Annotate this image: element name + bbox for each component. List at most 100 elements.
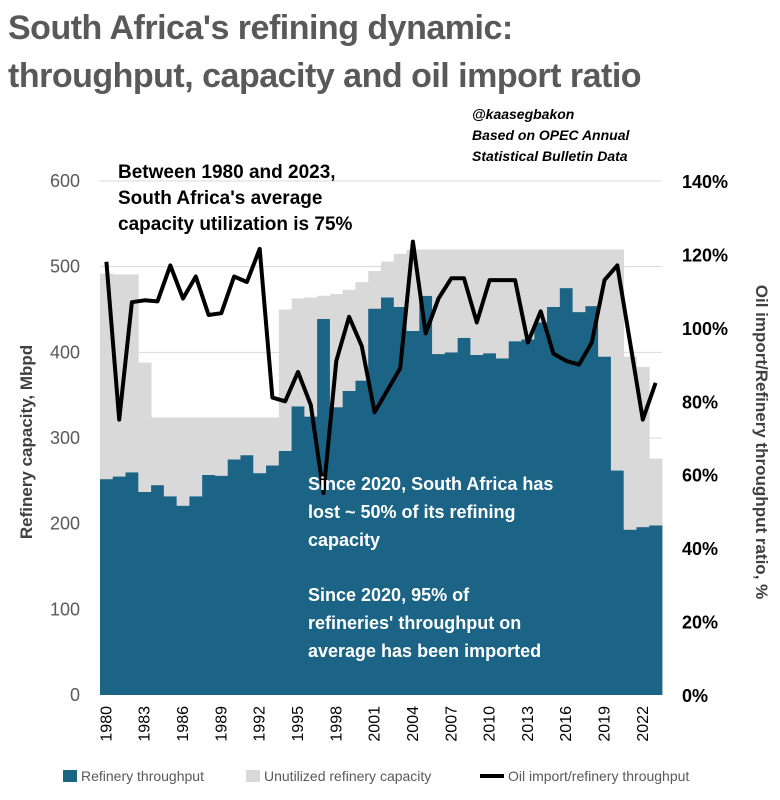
bar-throughput-2020 — [610, 470, 625, 695]
bar-unutilized-1992 — [253, 417, 267, 474]
bar-throughput-1997 — [317, 318, 331, 695]
bar-unutilized-2010 — [483, 249, 497, 354]
bar-throughput-1993 — [266, 465, 280, 695]
bar-throughput-2007 — [444, 352, 459, 695]
bar-unutilized-2007 — [444, 249, 459, 353]
annotation-utilization: Between 1980 and 2023, South Africa's av… — [118, 162, 353, 235]
annotation-capacity-line-3: capacity — [308, 530, 380, 550]
bar-unutilized-1988 — [202, 417, 216, 475]
bar-throughput-1992 — [253, 473, 267, 695]
annotation-capacity-loss: Since 2020, South Africa has lost ~ 50% … — [308, 474, 553, 550]
bar-throughput-2016 — [559, 288, 573, 695]
bar-unutilized-2011 — [495, 249, 510, 359]
credit-line-3: Statistical Bulletin Data — [472, 148, 628, 164]
bar-unutilized-2002 — [381, 261, 395, 298]
bar-throughput-1998 — [329, 407, 344, 695]
bar-throughput-2000 — [355, 380, 369, 695]
x-tick-label-2019: 2019 — [597, 706, 614, 742]
y-tick-label-3: 300 — [50, 428, 80, 448]
bar-throughput-1980 — [100, 479, 114, 695]
annotation-imports-line-3: average has been imported — [308, 641, 541, 661]
bar-unutilized-2014 — [534, 249, 548, 323]
x-axis-ticks: 1980 1983 1986 1989 1992 1995 1998 2001 2004 2007… — [98, 706, 651, 742]
bar-unutilized-2008 — [457, 249, 471, 338]
y2-tick-label-5: 100% — [682, 319, 728, 339]
x-tick-label-2016: 2016 — [558, 706, 575, 742]
y-tick-label-6: 600 — [50, 171, 80, 191]
y-tick-label-2: 200 — [50, 514, 80, 534]
bar-unutilized-1993 — [266, 417, 280, 466]
x-tick-label-2001: 2001 — [367, 706, 384, 742]
bar-unutilized-2013 — [521, 249, 535, 340]
bar-unutilized-2017 — [572, 249, 586, 313]
bar-unutilized-2005 — [419, 249, 433, 296]
bar-unutilized-2015 — [547, 249, 561, 307]
bar-unutilized-1985 — [163, 417, 178, 497]
bar-unutilized-2023 — [649, 458, 663, 526]
bar-throughput-2008 — [457, 337, 471, 695]
x-tick-label-1998: 1998 — [328, 706, 345, 742]
bar-unutilized-2020 — [610, 249, 625, 471]
bar-throughput-2014 — [534, 322, 548, 695]
bar-unutilized-1984 — [151, 417, 165, 486]
bar-unutilized-2021 — [623, 356, 637, 530]
bar-throughput-1986 — [176, 505, 190, 695]
bar-unutilized-2003 — [393, 253, 407, 307]
bars — [100, 249, 663, 695]
annotation-utilization-line-1: Between 1980 and 2023, — [118, 162, 336, 183]
bar-unutilized-2001 — [368, 270, 382, 309]
credit-line-1: @kaasegbakon — [472, 106, 574, 122]
y2-tick-label-6: 120% — [682, 245, 728, 265]
y-tick-label-4: 400 — [50, 342, 80, 362]
x-tick-label-1989: 1989 — [213, 706, 230, 742]
x-tick-label-1986: 1986 — [175, 706, 192, 742]
y2-tick-label-4: 80% — [682, 392, 718, 412]
bar-unutilized-1989 — [214, 417, 229, 476]
y2-tick-label-3: 60% — [682, 466, 718, 486]
bar-unutilized-2012 — [508, 249, 522, 342]
bar-unutilized-1997 — [317, 295, 331, 319]
bar-unutilized-1986 — [176, 417, 190, 506]
y2-tick-label-1: 20% — [682, 613, 718, 633]
y2-axis-title: Oil import/Refinery throughput ratio, % — [752, 285, 771, 600]
y-axis-title: Refinery capacity, Mbpd — [17, 345, 36, 539]
bar-unutilized-2009 — [470, 249, 484, 355]
bar-throughput-1982 — [125, 472, 139, 695]
left-axis-ticks: 0 100 200 300 400 500 600 — [50, 171, 80, 705]
bar-throughput-1988 — [202, 474, 216, 695]
bar-throughput-2023 — [649, 525, 663, 695]
x-tick-label-1992: 1992 — [252, 706, 269, 742]
bar-unutilized-1995 — [291, 298, 305, 407]
bar-throughput-2003 — [393, 306, 407, 695]
bar-unutilized-1981 — [112, 274, 126, 477]
bar-unutilized-2018 — [585, 249, 599, 307]
bar-throughput-2013 — [521, 339, 535, 695]
chart-title: South Africa's refining dynamic: through… — [8, 9, 642, 95]
x-tick-label-2013: 2013 — [520, 706, 537, 742]
x-tick-label-2022: 2022 — [635, 706, 652, 742]
bar-throughput-2006 — [432, 354, 446, 695]
bar-throughput-2018 — [585, 306, 599, 695]
bar-throughput-2009 — [470, 354, 484, 695]
bar-throughput-1984 — [151, 485, 165, 695]
annotation-imports: Since 2020, 95% of refineries' throughpu… — [308, 585, 541, 661]
legend-label-unutilized: Unutilized refinery capacity — [264, 768, 431, 784]
bar-throughput-2021 — [623, 529, 637, 695]
bar-unutilized-1987 — [189, 417, 203, 497]
bar-unutilized-1996 — [304, 297, 318, 417]
y2-tick-label-7: 140% — [682, 172, 728, 192]
bar-throughput-2005 — [419, 295, 433, 695]
legend-label-import-ratio: Oil import/refinery throughput — [508, 768, 689, 784]
bar-throughput-1999 — [342, 390, 356, 695]
credit-line-2: Based on OPEC Annual — [472, 127, 631, 143]
bar-unutilized-1999 — [342, 289, 356, 391]
line-import-ratio — [104, 239, 658, 496]
y2-tick-label-2: 40% — [682, 539, 718, 559]
annotation-imports-line-1: Since 2020, 95% of — [308, 585, 470, 605]
y2-tick-label-0: 0% — [682, 686, 708, 706]
bar-throughput-1995 — [291, 406, 305, 695]
bar-throughput-1983 — [138, 491, 152, 695]
bar-throughput-2022 — [636, 527, 650, 695]
legend-swatch-unutilized — [246, 770, 260, 782]
legend: Refinery throughput Unutilized refinery … — [63, 768, 689, 784]
